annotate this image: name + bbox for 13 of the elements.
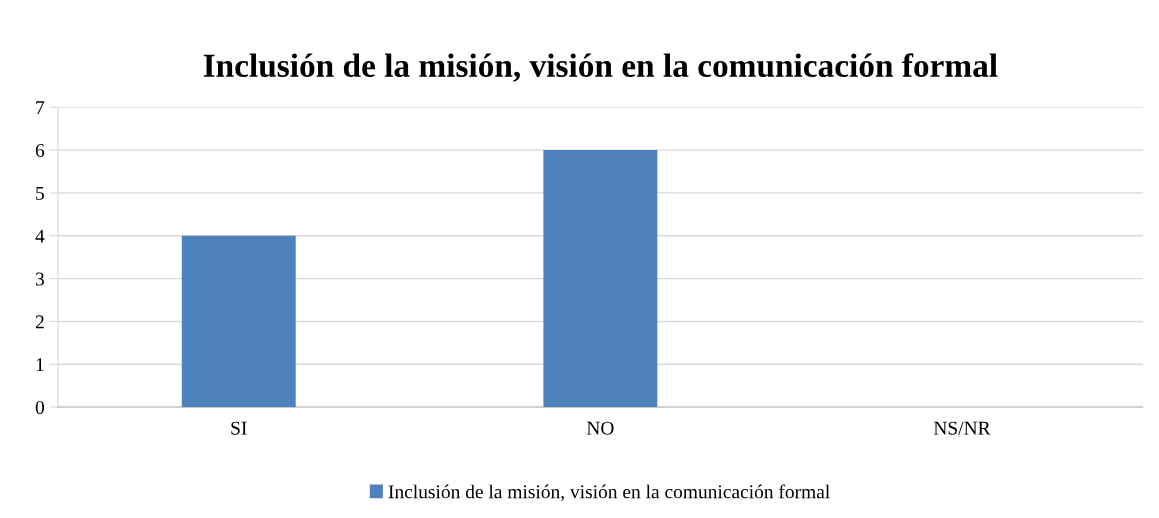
chart-title: Inclusión de la misión, visión en la comunicación formal	[203, 53, 998, 82]
y-tick-label: 2	[35, 315, 44, 329]
legend-label: Inclusión de la misión, visión en la comunicación formal	[388, 484, 830, 502]
y-tick-label: 6	[35, 143, 45, 158]
x-tick-label: NO	[586, 421, 614, 435]
y-tick-label: 1	[36, 358, 44, 372]
y-tick-label: 0	[35, 400, 45, 415]
y-tick-label: 3	[35, 272, 44, 286]
y-tick-label: 4	[35, 229, 45, 243]
x-tick-label: SI	[231, 421, 247, 435]
y-tick-label: 5	[36, 186, 44, 200]
y-tick-label: 7	[36, 101, 45, 114]
x-tick-label: NS/NR	[933, 421, 991, 435]
